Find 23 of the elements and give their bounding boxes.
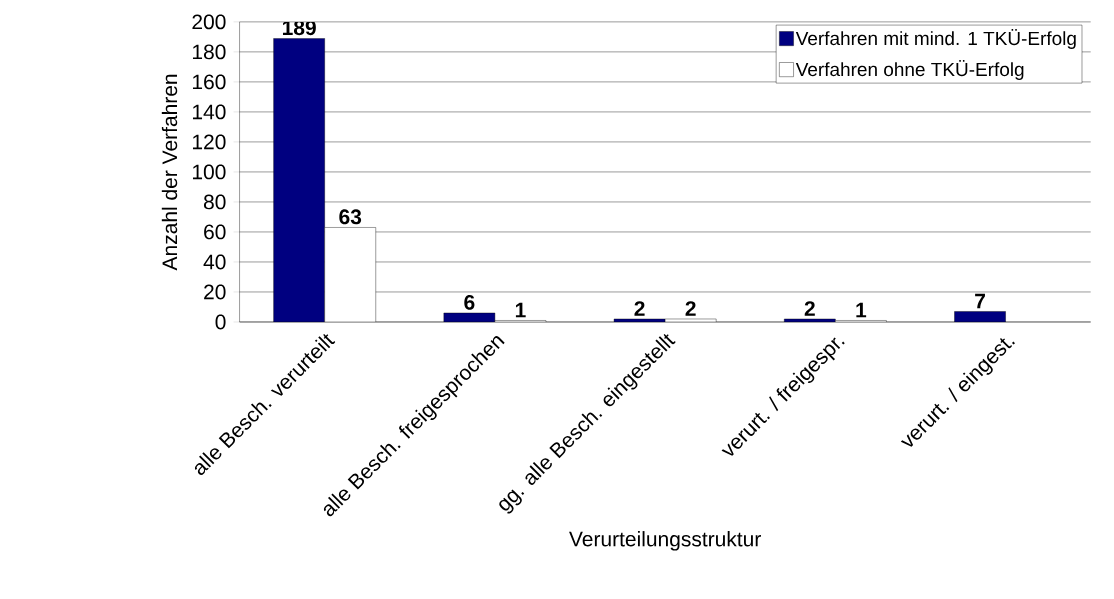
data-label: 1	[856, 302, 867, 318]
y-tick-label: 180	[192, 44, 226, 60]
legend-label: Verfahren mit mind. 1 TKÜ-Erfolg	[795, 29, 1076, 49]
x-axis-title: Verurteilungsstruktur	[569, 531, 761, 551]
y-tick-label: 80	[203, 194, 226, 210]
y-tick-label: 160	[192, 74, 226, 90]
data-label: 2	[685, 301, 696, 316]
y-tick-label: 200	[192, 14, 226, 30]
y-tick-label: 60	[204, 224, 226, 240]
y-tick-label: 140	[192, 104, 226, 120]
data-label: 1	[515, 302, 526, 318]
data-label: 7	[975, 293, 985, 309]
data-label: 6	[464, 294, 475, 310]
data-label: 2	[804, 301, 815, 316]
legend-label: Verfahren ohne TKÜ-Erfolg	[795, 60, 1024, 80]
y-tick-label: 0	[215, 314, 226, 330]
y-tick-label: 20	[204, 284, 226, 300]
y-tick-label: 40	[203, 254, 226, 270]
y-tick-label: 120	[192, 134, 226, 150]
y-axis-title: Anzahl der Verfahren	[161, 74, 178, 271]
y-tick-label: 100	[192, 164, 226, 180]
data-label: 2	[634, 301, 645, 316]
data-label: 63	[339, 209, 362, 225]
